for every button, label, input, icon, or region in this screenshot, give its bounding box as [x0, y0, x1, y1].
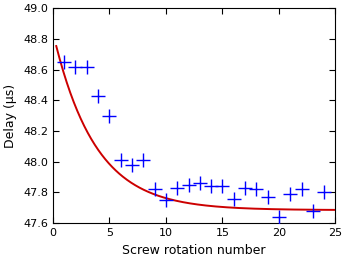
Point [95, 94, 101, 98]
Y-axis label: Delay (μs): Delay (μs) [5, 84, 17, 148]
Point [265, 195, 270, 199]
Point [186, 183, 191, 187]
Point [321, 190, 327, 194]
Point [152, 187, 158, 192]
X-axis label: Screw rotation number: Screw rotation number [122, 244, 266, 257]
Point [288, 192, 293, 196]
Point [276, 215, 282, 219]
Point [231, 197, 237, 201]
Point [220, 184, 225, 188]
Point [141, 158, 146, 162]
Point [61, 60, 67, 64]
Point [197, 181, 203, 185]
Point [242, 186, 248, 190]
Point [84, 65, 90, 69]
Point [299, 187, 304, 192]
Point [107, 114, 112, 118]
Point [73, 65, 78, 69]
Point [208, 184, 214, 188]
Point [175, 186, 180, 190]
Point [118, 158, 124, 162]
Point [163, 198, 169, 202]
Point [129, 163, 135, 167]
Point [254, 187, 259, 192]
Point [310, 209, 316, 213]
